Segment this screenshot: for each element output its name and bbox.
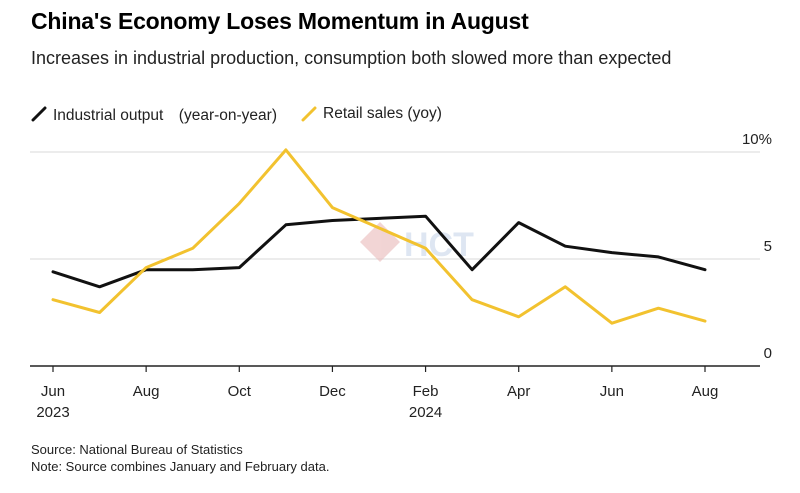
x-tick-label-6: Jun bbox=[600, 383, 624, 400]
source-note: Source: National Bureau of Statistics bbox=[31, 442, 243, 457]
legend-item-industrial: Industrial output (year-on-year) bbox=[31, 103, 277, 125]
x-tick-label-3: Dec bbox=[319, 383, 346, 400]
legend: Industrial output (year-on-year) Retail … bbox=[31, 103, 466, 125]
series-line-industrial-output bbox=[51, 214, 707, 289]
legend-swatch-industrial bbox=[31, 106, 47, 122]
y-tick-label-1: 5 bbox=[764, 238, 772, 255]
legend-label-industrial: Industrial output (year-on-year) bbox=[53, 107, 277, 124]
x-tick-year-0: 2023 bbox=[36, 404, 69, 421]
legend-item-retail: Retail sales (yoy) bbox=[301, 105, 442, 123]
y-tick-label-0: 0 bbox=[764, 345, 772, 362]
y-tick-label-2: 10% bbox=[742, 131, 772, 148]
x-tick-label-1: Aug bbox=[133, 383, 160, 400]
x-tick-label-0: Jun bbox=[41, 383, 65, 400]
footer: Source: National Bureau of Statistics No… bbox=[31, 441, 329, 475]
x-tick-year-4: 2024 bbox=[409, 404, 442, 421]
x-tick-label-2: Oct bbox=[228, 383, 252, 400]
x-tick-label-4: Feb bbox=[413, 383, 439, 400]
legend-swatch-retail bbox=[301, 106, 317, 122]
x-tick-label-7: Aug bbox=[692, 383, 719, 400]
chart-title: China's Economy Loses Momentum in August bbox=[31, 8, 529, 34]
legend-label-retail: Retail sales (yoy) bbox=[323, 105, 442, 122]
data-note: Note: Source combines January and Februa… bbox=[31, 459, 330, 474]
chart-subtitle: Increases in industrial production, cons… bbox=[31, 48, 672, 68]
series-line-retail-sales bbox=[51, 148, 707, 325]
x-tick-label-5: Apr bbox=[507, 383, 530, 400]
